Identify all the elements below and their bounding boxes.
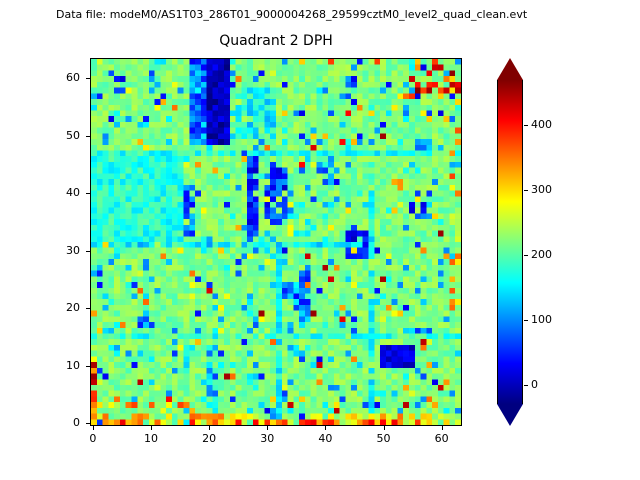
plot-area xyxy=(90,58,462,426)
colorbar-tick-mark xyxy=(524,319,528,321)
colorbar-tick-label: 400 xyxy=(531,118,552,132)
x-tick-label: 30 xyxy=(260,432,275,445)
y-tick-mark xyxy=(86,423,90,425)
x-tick-mark xyxy=(209,426,211,430)
x-tick-mark xyxy=(92,426,94,430)
colorbar-tick-mark xyxy=(524,125,528,127)
x-tick-mark xyxy=(441,426,443,430)
y-tick-label: 50 xyxy=(66,128,80,142)
colorbar-arrow-bottom-icon xyxy=(497,404,523,426)
colorbar-tick-mark xyxy=(524,384,528,386)
datafile-label: Data file: modeM0/AS1T03_286T01_90000042… xyxy=(56,8,528,21)
colorbar-tick-label: 200 xyxy=(531,247,552,261)
y-tick-label: 10 xyxy=(66,358,80,372)
colorbar-arrow-top-icon xyxy=(497,58,523,80)
x-tick-label: 60 xyxy=(434,432,449,445)
y-tick-label: 0 xyxy=(73,416,80,430)
colorbar-tick-label: 0 xyxy=(531,377,538,391)
y-tick-label: 40 xyxy=(66,186,80,200)
y-tick-label: 20 xyxy=(66,301,80,315)
colorbar-tick-label: 100 xyxy=(531,312,552,326)
y-tick-mark xyxy=(86,193,90,195)
colorbar xyxy=(497,58,523,426)
colorbar-tick-mark xyxy=(524,254,528,256)
x-tick-label: 0 xyxy=(89,432,97,445)
x-tick-mark xyxy=(151,426,153,430)
x-tick-label: 50 xyxy=(376,432,391,445)
heatmap-canvas xyxy=(91,59,461,425)
colorbar-tick-label: 300 xyxy=(531,183,552,197)
x-tick-mark xyxy=(325,426,327,430)
y-tick-mark xyxy=(86,135,90,137)
x-tick-label: 40 xyxy=(318,432,333,445)
x-tick-mark xyxy=(267,426,269,430)
y-tick-label: 30 xyxy=(66,243,80,257)
y-tick-label: 60 xyxy=(66,71,80,85)
y-tick-mark xyxy=(86,250,90,252)
y-tick-mark xyxy=(86,365,90,367)
chart-title: Quadrant 2 DPH xyxy=(219,33,333,49)
x-tick-label: 10 xyxy=(144,432,159,445)
colorbar-gradient xyxy=(497,80,523,404)
x-tick-label: 20 xyxy=(202,432,217,445)
colorbar-tick-mark xyxy=(524,190,528,192)
y-tick-mark xyxy=(86,308,90,310)
y-tick-mark xyxy=(86,78,90,80)
x-tick-mark xyxy=(383,426,385,430)
